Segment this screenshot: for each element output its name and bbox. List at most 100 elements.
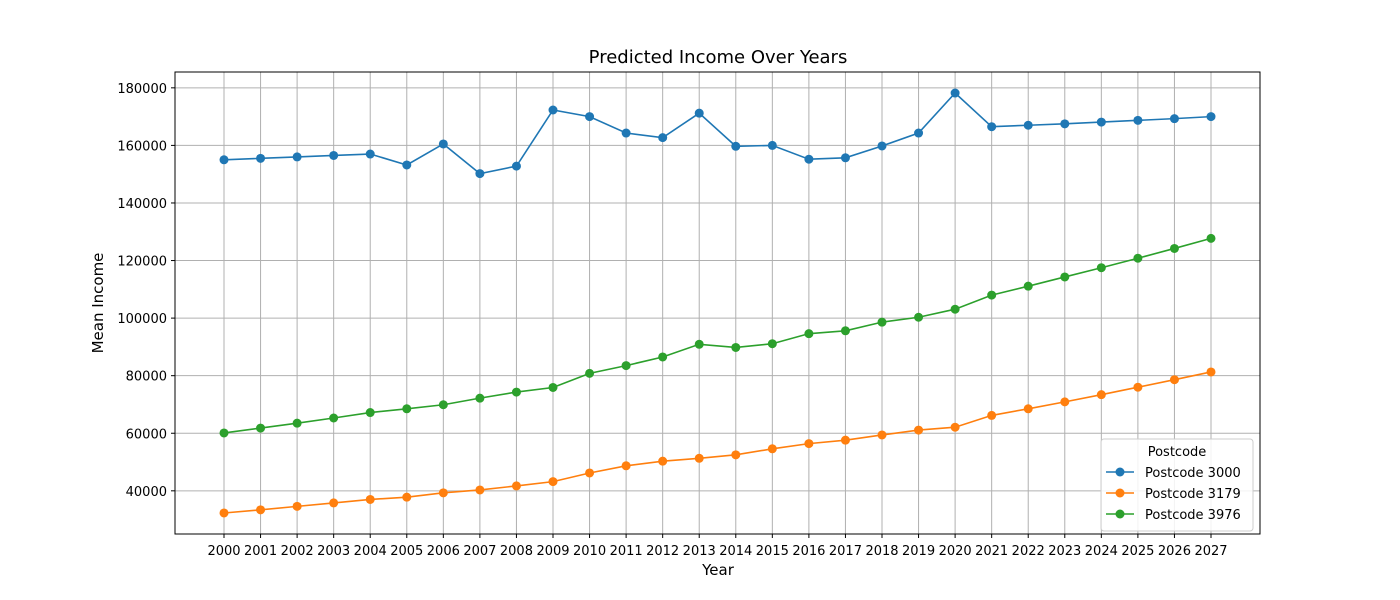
grid-lines: [175, 72, 1260, 534]
series-1: [219, 367, 1216, 518]
data-point: [767, 140, 777, 150]
data-point: [767, 444, 777, 454]
legend-entry: Postcode 3976: [1145, 508, 1241, 523]
y-tick-label: 100000: [117, 312, 167, 327]
x-axis-label: Year: [701, 561, 735, 579]
data-point: [219, 508, 229, 518]
data-point: [1206, 233, 1216, 243]
data-point: [365, 408, 375, 418]
legend-marker: [1115, 509, 1125, 519]
y-tick-label: 120000: [117, 255, 167, 270]
data-point: [1096, 117, 1106, 127]
data-point: [694, 453, 704, 463]
data-point: [1206, 367, 1216, 377]
data-point: [365, 494, 375, 504]
y-tick-label: 160000: [117, 139, 167, 154]
legend-box: [1100, 438, 1254, 532]
data-point: [292, 152, 302, 162]
series-0: [219, 88, 1216, 179]
data-point: [511, 481, 521, 491]
x-tick-label: 2026: [1158, 544, 1191, 559]
data-point: [219, 428, 229, 438]
data-point: [1060, 397, 1070, 407]
data-point: [950, 88, 960, 98]
data-point: [877, 317, 887, 327]
y-tick-label: 140000: [117, 197, 167, 212]
data-point: [877, 430, 887, 440]
series-line: [223, 91, 1212, 175]
data-point: [731, 141, 741, 151]
data-point: [585, 468, 595, 478]
data-point: [694, 108, 704, 118]
data-point: [950, 304, 960, 314]
data-point: [219, 155, 229, 165]
axis-ticks: 2000 2001 2002 2003 2004 2005 2006 2007 2008 2009…: [117, 82, 1227, 559]
data-point: [1096, 390, 1106, 400]
x-tick-label: 2025: [1121, 544, 1154, 559]
data-point: [511, 387, 521, 397]
data-point: [877, 141, 887, 151]
data-point: [914, 312, 924, 322]
legend: Postcode Postcode 3000 Postcode 3179 Postco…: [1100, 438, 1254, 532]
data-point: [1023, 281, 1033, 291]
legend-entry: Postcode 3000: [1145, 466, 1241, 481]
data-point: [438, 139, 448, 149]
data-point: [475, 485, 485, 495]
data-point: [329, 498, 339, 508]
data-point: [840, 326, 850, 336]
data-point: [987, 122, 997, 132]
data-point: [914, 128, 924, 138]
data-point: [402, 160, 412, 170]
y-tick-label: 60000: [126, 427, 167, 442]
x-tick-label: 2020: [939, 544, 972, 559]
x-tick-label: 2009: [536, 544, 569, 559]
legend-entry: Postcode 3179: [1145, 487, 1241, 502]
data-point: [548, 105, 558, 115]
y-tick-label: 80000: [126, 370, 167, 385]
data-point: [694, 339, 704, 349]
data-point: [804, 154, 814, 164]
data-point: [438, 400, 448, 410]
x-tick-label: 2007: [463, 544, 496, 559]
data-point: [731, 342, 741, 352]
data-point: [804, 329, 814, 339]
data-point: [475, 393, 485, 403]
data-point: [292, 418, 302, 428]
x-tick-label: 2003: [317, 544, 350, 559]
x-tick-label: 2027: [1194, 544, 1227, 559]
data-point: [548, 477, 558, 487]
data-point: [658, 352, 668, 362]
data-point: [256, 153, 266, 163]
data-point: [987, 290, 997, 300]
data-point: [1023, 120, 1033, 130]
y-axis-label: Mean Income: [89, 253, 107, 354]
plot-frame: [174, 71, 1261, 535]
data-point: [840, 153, 850, 163]
x-tick-label: 2001: [244, 544, 277, 559]
data-point: [621, 128, 631, 138]
data-point: [256, 505, 266, 515]
x-tick-label: 2011: [610, 544, 643, 559]
data-point: [475, 169, 485, 179]
data-point: [987, 410, 997, 420]
legend-title: Postcode: [1148, 445, 1207, 460]
data-point: [256, 423, 266, 433]
data-point: [1133, 382, 1143, 392]
x-tick-label: 2000: [207, 544, 240, 559]
x-tick-label: 2013: [683, 544, 716, 559]
x-tick-label: 2005: [390, 544, 423, 559]
x-tick-label: 2024: [1085, 544, 1118, 559]
data-point: [1060, 119, 1070, 129]
legend-marker: [1115, 488, 1125, 498]
data-point: [548, 382, 558, 392]
series-line: [223, 237, 1212, 434]
data-point: [658, 456, 668, 466]
data-point: [329, 150, 339, 160]
x-tick-label: 2010: [573, 544, 606, 559]
data-point: [1133, 115, 1143, 125]
x-tick-label: 2018: [865, 544, 898, 559]
data-point: [511, 161, 521, 171]
x-tick-label: 2012: [646, 544, 679, 559]
x-tick-label: 2016: [792, 544, 825, 559]
